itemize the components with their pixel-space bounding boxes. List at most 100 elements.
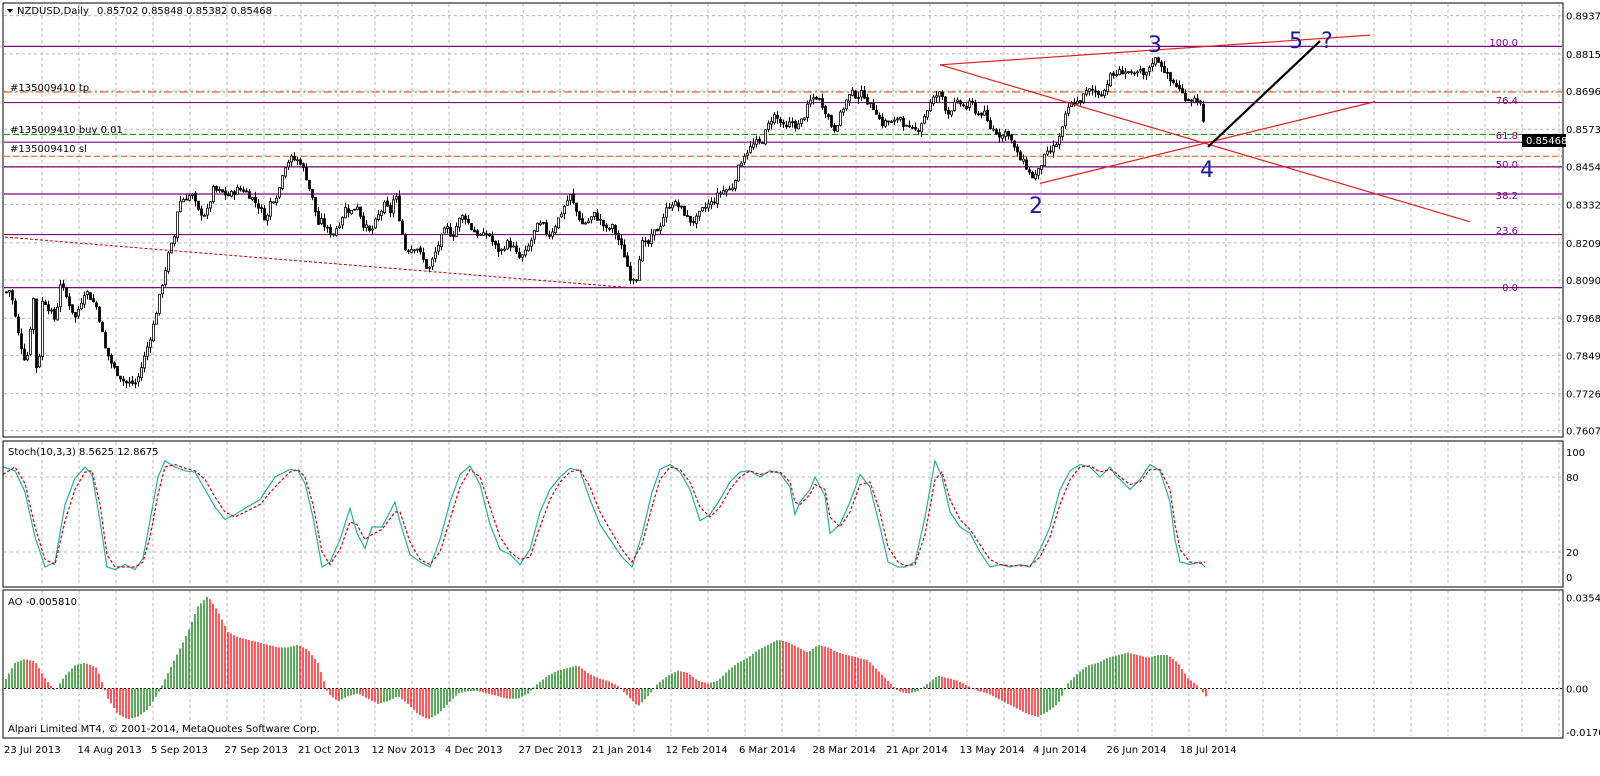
ao-tick-label: -0.017019 [1566, 728, 1600, 739]
candle-body [962, 104, 965, 107]
candle-body [890, 121, 893, 123]
candle-body [878, 114, 881, 119]
candle-body [950, 110, 953, 116]
candle-body [722, 190, 725, 195]
candle-body [245, 190, 248, 193]
candle-body [320, 218, 323, 225]
candle-body [863, 90, 866, 99]
candle-body [185, 198, 188, 201]
candle-body [347, 208, 350, 213]
candle-body [620, 238, 623, 246]
candle-body [1124, 71, 1127, 75]
candle-body [578, 211, 581, 221]
candle-body [728, 188, 731, 191]
candle-body [1055, 144, 1058, 147]
candle-body [1181, 88, 1184, 94]
candle-body [428, 266, 431, 269]
candle-body [413, 249, 416, 252]
candle-body [725, 189, 728, 193]
candle-body [515, 245, 518, 253]
candle-body [431, 258, 434, 267]
candle-body [248, 191, 251, 199]
candle-body [929, 102, 932, 112]
candle-body [512, 245, 515, 248]
candle-body [560, 213, 563, 218]
candle-body [596, 212, 599, 221]
candle-body [926, 110, 929, 118]
dropdown-triangle-icon[interactable] [7, 9, 13, 13]
candle-body [914, 126, 917, 130]
candle-body [986, 109, 989, 122]
candle-body [833, 125, 836, 132]
candle-body [920, 123, 923, 133]
candle-body [602, 219, 605, 227]
candle-body [509, 240, 512, 248]
candle-body [443, 227, 446, 234]
candle-body [893, 119, 896, 122]
candle-body [1085, 90, 1088, 95]
candle-body [1163, 66, 1166, 74]
candle-body [1040, 164, 1043, 170]
candle-body [746, 152, 749, 156]
candle-body [158, 293, 161, 314]
candle-body [572, 193, 575, 203]
candle-body [1112, 72, 1115, 76]
candle-body [392, 199, 395, 214]
candle-body [533, 230, 536, 240]
candle-body [743, 156, 746, 163]
candle-body [254, 196, 257, 203]
order-sl-label: #135009410 sl [10, 144, 87, 155]
candle-body [194, 192, 197, 202]
x-tick-label: 12 Feb 2014 [666, 745, 728, 756]
candle-body [344, 207, 347, 219]
candle-body [869, 102, 872, 105]
candle-body [68, 296, 71, 307]
candle-body [542, 221, 545, 224]
candle-body [545, 222, 548, 235]
candle-body [662, 217, 665, 227]
candle-body [1025, 159, 1028, 170]
candle-body [668, 206, 671, 209]
candle-body [836, 124, 839, 132]
candle-body [386, 200, 389, 207]
candle-body [581, 218, 584, 225]
y-tick-label: 0.85735 [1566, 125, 1600, 136]
candle-body [749, 146, 752, 153]
candle-body [482, 232, 485, 236]
candle-body [698, 210, 701, 217]
x-tick-label: 13 May 2014 [960, 745, 1025, 756]
candle-body [1187, 98, 1190, 102]
candle-body [446, 226, 449, 229]
candle-body [1142, 68, 1145, 75]
x-tick-label: 4 Jun 2014 [1033, 745, 1087, 756]
wave-label-4: 4 [1200, 158, 1214, 183]
candle-body [752, 143, 755, 148]
candle-body [476, 230, 479, 237]
last-price-tag [1522, 134, 1566, 147]
candle-body [1058, 135, 1061, 145]
x-tick-label: 4 Dec 2013 [445, 745, 503, 756]
candle-body [326, 226, 329, 229]
candle-body [665, 207, 668, 218]
candle-body [89, 292, 92, 300]
candle-body [179, 200, 182, 213]
candle-body [308, 180, 311, 190]
projection-arrow-line [1207, 40, 1321, 148]
candle-body [494, 240, 497, 246]
candle-body [53, 308, 56, 320]
candle-body [425, 259, 428, 269]
trendline-lower-rising [1039, 101, 1376, 184]
candle-body [536, 222, 539, 232]
candle-body [47, 304, 50, 312]
candle-body [83, 295, 86, 305]
candle-body [98, 306, 101, 322]
candle-body [65, 287, 68, 298]
candle-body [11, 290, 14, 301]
candle-body [707, 203, 710, 209]
candle-body [458, 217, 461, 228]
candle-body [896, 118, 899, 121]
candle-body [467, 218, 470, 223]
candle-body [716, 192, 719, 205]
candle-body [44, 301, 47, 305]
